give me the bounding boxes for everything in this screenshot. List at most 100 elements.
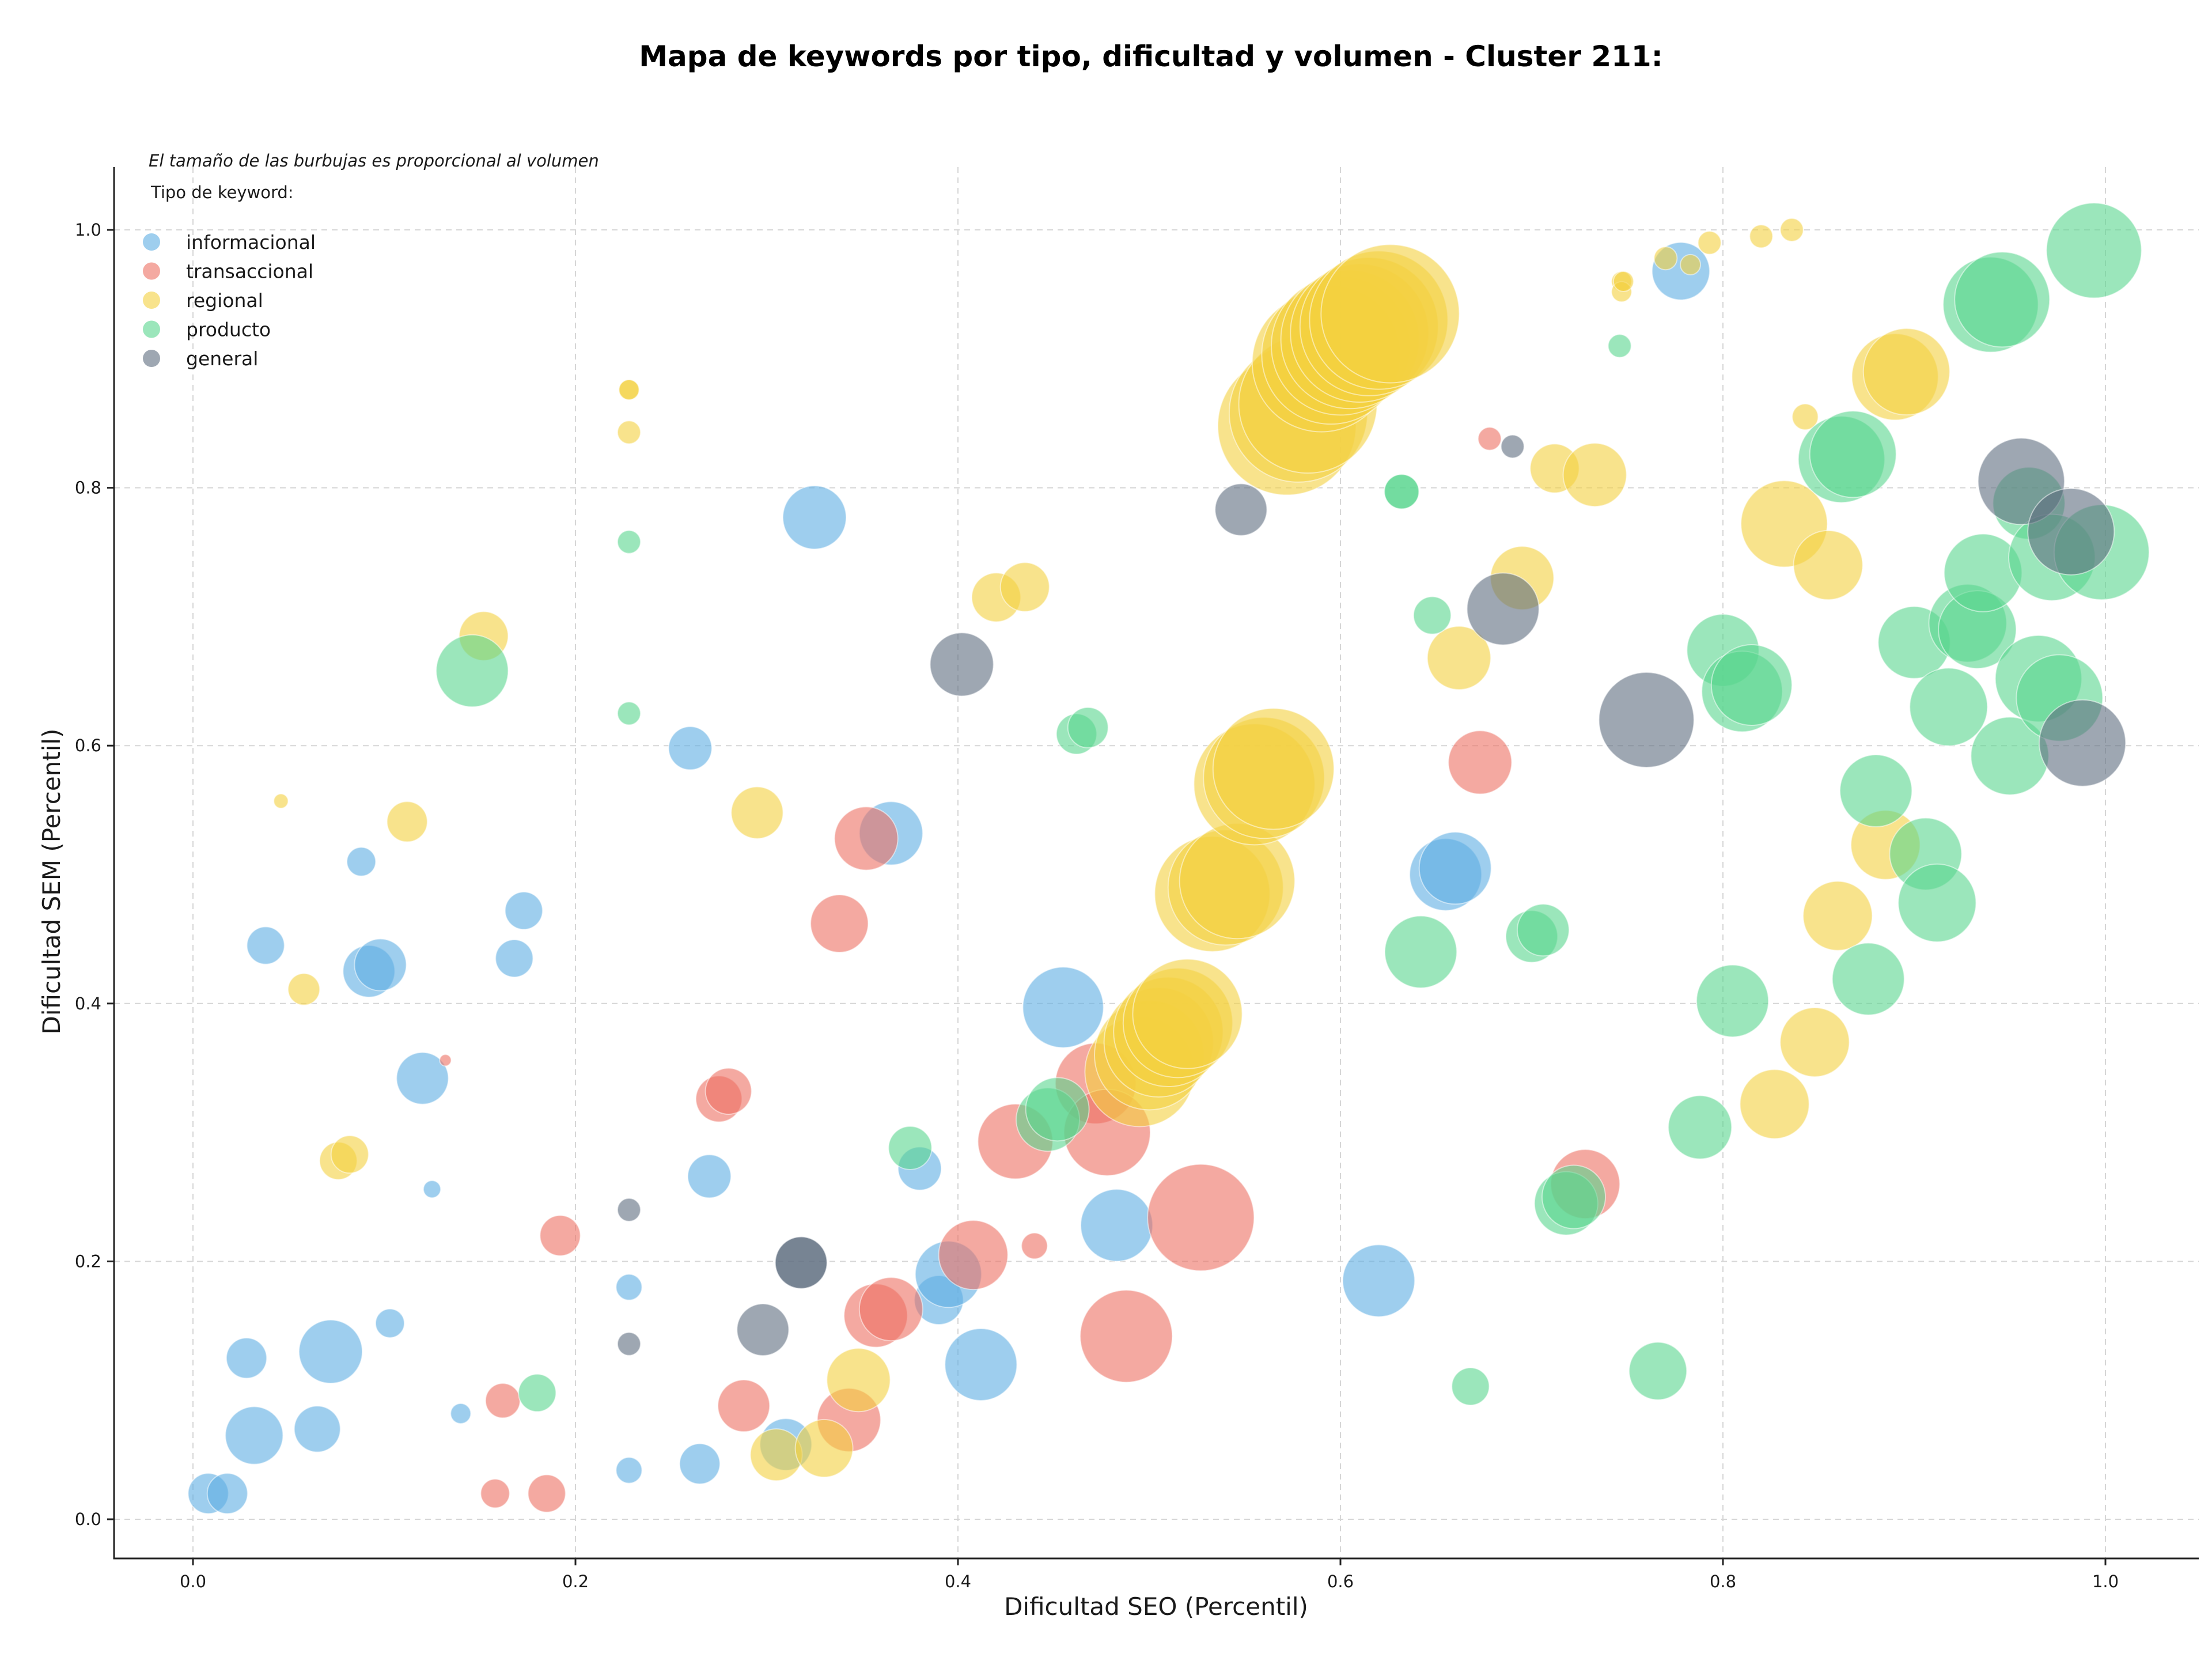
legend-title: Tipo de keyword:	[150, 183, 294, 202]
bubble-informacional	[1080, 1189, 1154, 1262]
y-tick-label: 0.6	[75, 736, 101, 755]
bubble-producto	[1384, 915, 1457, 989]
x-tick-label: 0.6	[1327, 1572, 1354, 1591]
size-note: El tamaño de las burbujas es proporciona…	[149, 151, 599, 171]
x-tick-label: 0.8	[1710, 1572, 1736, 1591]
legend-marker-transaccional	[143, 262, 160, 280]
bubble-regional	[1612, 271, 1634, 293]
bubble-regional	[287, 973, 321, 1006]
bubble-regional	[1739, 1069, 1810, 1140]
legend-marker-regional	[143, 292, 160, 309]
legend-label-general: general	[186, 347, 258, 370]
bubble-informacional	[450, 1402, 472, 1424]
bubble-regional	[1426, 626, 1491, 691]
legend-label-informacional: informacional	[186, 231, 316, 253]
bubble-producto	[518, 1374, 557, 1413]
bubble-general	[929, 632, 994, 697]
bubble-producto	[1025, 1077, 1090, 1142]
bubble-transaccional	[858, 1277, 923, 1342]
bubble-transaccional	[704, 1067, 752, 1115]
bubble-producto	[1516, 903, 1570, 957]
bubble-regional	[616, 420, 641, 445]
legend-marker-general	[143, 350, 160, 367]
bubble-regional	[273, 793, 289, 809]
bubble-producto	[1451, 1367, 1490, 1406]
bubble-informacional	[206, 1473, 248, 1515]
bubble-general	[774, 1236, 828, 1289]
x-tick-label: 0.4	[945, 1572, 971, 1591]
bubble-informacional	[615, 1456, 643, 1484]
bubble-producto	[1628, 1341, 1688, 1401]
bubble-regional	[618, 379, 640, 401]
y-tick-label: 0.4	[75, 994, 101, 1013]
bubble-transaccional	[1448, 730, 1513, 795]
bubble-regional	[1697, 230, 1722, 255]
bubble-transaccional	[1477, 426, 1502, 451]
bubble-regional	[1793, 529, 1863, 600]
y-tick-label: 0.2	[75, 1251, 101, 1271]
bubble-producto	[616, 701, 641, 726]
bubbles	[187, 202, 2150, 1515]
bubble-general	[2039, 699, 2127, 787]
legend-marker-producto	[143, 320, 160, 338]
bubble-transaccional	[810, 894, 869, 954]
x-tick-label: 1.0	[2092, 1572, 2119, 1591]
bubble-transaccional	[938, 1220, 1009, 1291]
x-tick-label: 0.2	[562, 1572, 589, 1591]
bubble-regional	[749, 1428, 803, 1482]
bubble-informacional	[354, 938, 407, 992]
legend-label-transaccional: transaccional	[186, 260, 313, 283]
bubble-regional	[1562, 442, 1627, 508]
bubble-general	[736, 1303, 790, 1357]
y-axis-label: Dificultad SEM (Percentil)	[37, 729, 66, 1035]
bubble-informacional	[225, 1337, 267, 1379]
bubble-producto	[1384, 474, 1420, 510]
bubble-transaccional	[834, 806, 899, 871]
bubble-informacional	[246, 926, 285, 965]
bubble-producto	[616, 529, 641, 554]
bubble-transaccional	[527, 1474, 566, 1513]
bubble-regional	[1320, 244, 1460, 384]
bubble-producto	[1839, 754, 1913, 828]
bubble-transaccional	[484, 1383, 521, 1419]
legend-marker-informacional	[143, 233, 160, 251]
bubble-general	[1466, 572, 1540, 646]
x-axis-ticks: 0.0 0.2 0.4 0.6 0.8 1.0	[180, 1558, 2119, 1591]
bubble-producto	[1909, 667, 1988, 747]
bubble-informacional	[396, 1051, 449, 1105]
bubble-transaccional	[1080, 1289, 1173, 1383]
bubble-informacional	[293, 1405, 341, 1453]
bubble-general	[1500, 434, 1525, 459]
bubble-informacional	[423, 1180, 441, 1199]
bubble-informacional	[782, 485, 847, 550]
bubble-informacional	[1342, 1244, 1415, 1318]
bubble-informacional	[1418, 831, 1492, 905]
bubble-regional	[330, 1135, 369, 1174]
legend-label-regional: regional	[186, 289, 263, 312]
bubble-producto	[2046, 202, 2142, 299]
bubble-general	[1598, 671, 1695, 768]
bubble-informacional	[346, 846, 377, 877]
bubble-informacional	[615, 1273, 643, 1301]
bubble-informacional	[1022, 966, 1104, 1049]
bubble-regional	[1653, 246, 1678, 271]
bubble-regional	[1132, 958, 1243, 1069]
bubble-regional	[1802, 880, 1873, 951]
bubble-producto	[1954, 251, 2051, 348]
bubble-producto	[1412, 596, 1452, 635]
bubble-informacional	[495, 939, 534, 978]
bubble-regional	[1212, 707, 1335, 830]
bubble-transaccional	[717, 1379, 771, 1433]
bubble-informacional	[298, 1319, 363, 1384]
axis-spines	[113, 167, 2199, 1560]
bubble-regional	[826, 1348, 891, 1413]
bubble-producto	[1541, 1164, 1607, 1229]
bubble-transaccional	[1147, 1163, 1255, 1272]
y-tick-label: 0.8	[75, 478, 101, 498]
bubble-producto	[1696, 964, 1770, 1038]
bubble-regional	[999, 562, 1050, 612]
bubble-producto	[1607, 334, 1632, 358]
legend: El tamaño de las burbujas es proporciona…	[143, 151, 599, 370]
bubble-regional	[386, 801, 428, 843]
bubble-producto	[1809, 410, 1897, 498]
